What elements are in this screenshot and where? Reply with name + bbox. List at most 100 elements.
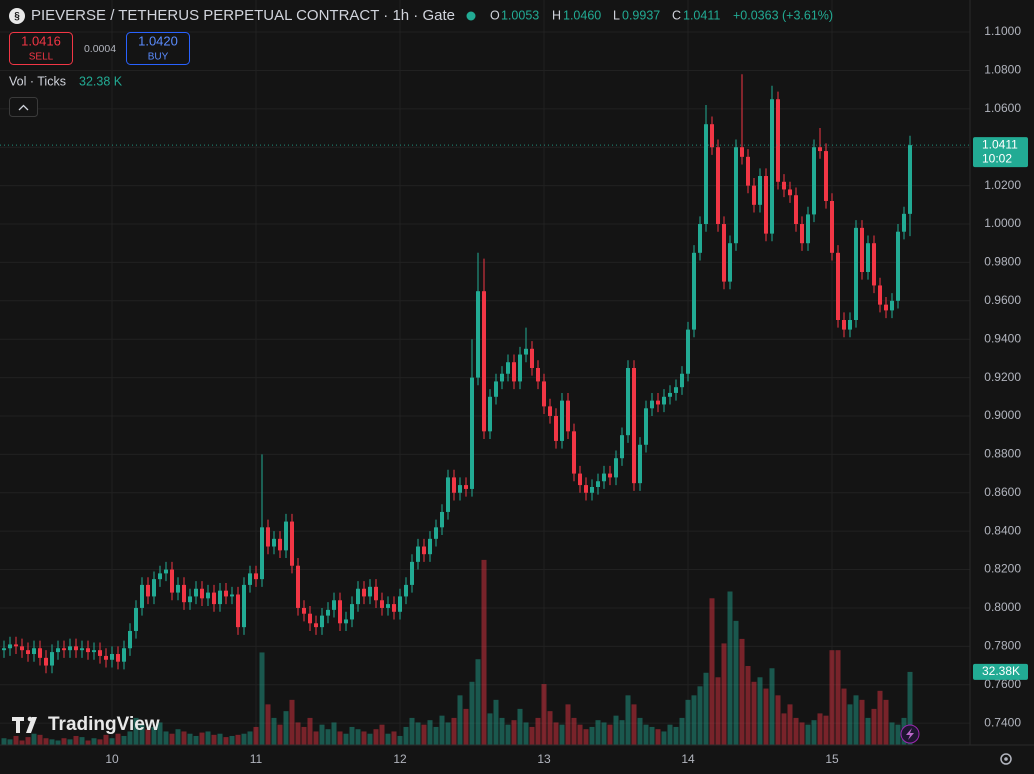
volume-bar — [397, 735, 403, 745]
volume-bar — [799, 722, 805, 745]
lightning-button[interactable] — [900, 724, 920, 744]
volume-bar — [49, 739, 55, 745]
candle-body — [38, 648, 42, 658]
y-tick-label: 0.7800 — [984, 639, 1021, 653]
buy-label[interactable]: BUY — [148, 52, 169, 63]
volume-bar — [859, 699, 865, 745]
buy-price[interactable]: 1.0420 — [138, 33, 178, 48]
volume-bar — [337, 731, 343, 745]
volume-bar — [697, 686, 703, 745]
candle-body — [98, 650, 102, 656]
candle-body — [488, 396, 492, 432]
settings-icon-center[interactable] — [1004, 757, 1008, 761]
candle-body — [272, 538, 276, 547]
buy-box[interactable] — [126, 32, 190, 65]
volume-bar — [703, 672, 709, 745]
candle-body — [824, 151, 828, 201]
volume-bar — [685, 699, 691, 745]
volume-bar — [349, 726, 355, 745]
candle-body — [296, 565, 300, 608]
candle-body — [242, 584, 246, 628]
candle-body — [230, 594, 234, 597]
x-tick-label: 13 — [537, 752, 551, 766]
volume-bar — [307, 717, 313, 745]
candle-body — [314, 623, 318, 628]
candle-body — [626, 367, 630, 436]
volume-bar — [817, 713, 823, 745]
volume-bar — [31, 733, 37, 745]
candle-body — [20, 646, 24, 651]
volume-bar — [781, 713, 787, 745]
low-value: 0.9937 — [622, 8, 660, 22]
candle-body — [104, 655, 108, 660]
sell-box[interactable] — [9, 32, 73, 65]
candle-body — [710, 124, 714, 148]
logo: TradingView — [12, 714, 160, 735]
candle-body — [830, 200, 834, 253]
volume-bar — [523, 722, 529, 745]
candle-body — [260, 527, 264, 580]
volume-bar — [211, 734, 217, 745]
volume-bar — [463, 708, 469, 745]
volume-bar — [205, 731, 211, 745]
candle-body — [122, 648, 126, 662]
candle-body — [134, 607, 138, 631]
volume-bar — [73, 735, 79, 745]
volume-bar — [715, 677, 721, 745]
volume-bar — [325, 729, 331, 745]
settings-button[interactable] — [1000, 753, 1012, 765]
candle-body — [140, 584, 144, 608]
volume-bar — [403, 726, 409, 745]
sell-price[interactable]: 1.0416 — [21, 33, 61, 48]
y-tick-label: 0.9600 — [984, 293, 1021, 307]
volume-bar — [385, 733, 391, 745]
candle-body — [548, 406, 552, 416]
candle-body — [8, 644, 12, 649]
candle-body — [584, 485, 588, 493]
candle-body — [470, 377, 474, 489]
volume-bar — [439, 715, 445, 745]
volume-badge — [973, 663, 1028, 680]
x-tick-label: 15 — [825, 752, 839, 766]
candle-body — [422, 546, 426, 555]
volume-bar — [265, 704, 271, 745]
candle-body — [608, 473, 612, 478]
close-value: 1.0411 — [683, 8, 720, 22]
collapse-icon[interactable] — [18, 104, 29, 111]
volume-bar — [883, 699, 889, 745]
volume-bar — [43, 738, 49, 745]
high-key: H — [552, 8, 561, 22]
volume-bar — [589, 726, 595, 745]
volume-bar — [811, 720, 817, 745]
candle-body — [50, 652, 54, 666]
candle-body — [326, 609, 330, 616]
candle-body — [536, 367, 540, 382]
y-tick-label: 0.9800 — [984, 255, 1021, 269]
sell-button[interactable]: 1.0416 SELL — [9, 32, 73, 65]
candle-body — [338, 600, 342, 624]
settings-icon[interactable] — [1000, 753, 1012, 765]
sell-label[interactable]: SELL — [29, 52, 54, 63]
collapse-button[interactable] — [9, 97, 38, 117]
lightning-icon[interactable] — [906, 728, 914, 740]
volume-bar — [763, 688, 769, 745]
high-value: 1.0460 — [563, 8, 601, 22]
volume-bar — [445, 722, 451, 745]
candle-body — [428, 538, 432, 555]
volume-bar — [7, 739, 13, 745]
candle-body — [146, 584, 150, 597]
open-key: O — [490, 8, 500, 22]
y-tick-label: 0.9000 — [984, 408, 1021, 422]
volume-bar — [433, 726, 439, 745]
volume-bar — [271, 717, 277, 745]
volume-bar — [535, 717, 541, 745]
buy-button[interactable]: 1.0420 BUY — [126, 32, 190, 65]
volume-bar — [637, 717, 643, 745]
candle-body — [542, 381, 546, 407]
collapse-box[interactable] — [9, 97, 38, 117]
market-status — [466, 11, 476, 21]
close-key: C — [672, 8, 681, 22]
volume-bar — [541, 684, 547, 745]
candle-body — [290, 521, 294, 566]
candle-body — [764, 176, 768, 234]
